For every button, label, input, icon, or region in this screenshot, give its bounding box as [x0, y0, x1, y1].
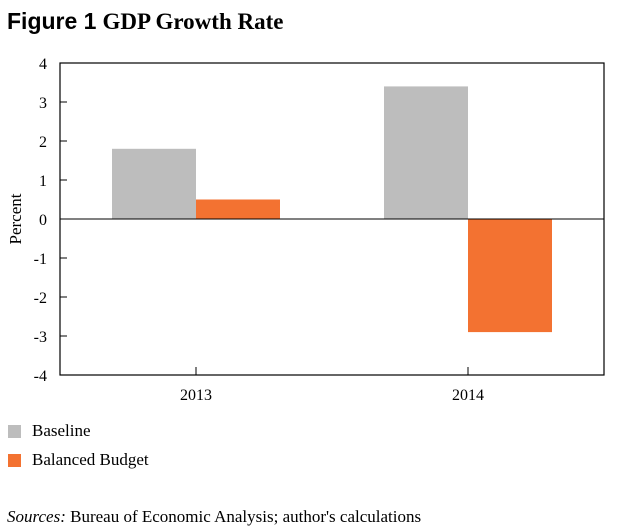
- bar-baseline-2014: [384, 86, 468, 220]
- y-tick-label: -2: [34, 290, 47, 307]
- figure-title: Figure 1 GDP Growth Rate: [7, 8, 283, 35]
- y-tick-label: -1: [34, 251, 47, 268]
- source-text: Bureau of Economic Analysis; author's ca…: [65, 507, 422, 526]
- x-tick-label: 2014: [452, 387, 484, 404]
- y-axis-label: Percent: [6, 193, 25, 244]
- bar-balanced-budget-2013: [196, 199, 280, 219]
- y-tick-label: 3: [39, 95, 47, 112]
- legend-swatch-balanced-budget: [8, 453, 21, 467]
- y-tick-label: 0: [39, 212, 47, 229]
- y-tick-label: -4: [34, 368, 47, 385]
- legend-item-baseline: Baseline: [8, 421, 91, 441]
- chart-title: GDP Growth Rate: [102, 9, 284, 34]
- figure-label: Figure 1: [7, 8, 97, 34]
- y-tick-label: 4: [39, 56, 47, 73]
- x-tick-label: 2013: [180, 387, 212, 404]
- legend-label-baseline: Baseline: [32, 421, 91, 440]
- legend-label-balanced-budget: Balanced Budget: [32, 450, 149, 469]
- y-tick-label: -3: [34, 329, 47, 346]
- bar-chart: 4 3 2 1 0 -1 -2 -3 -4 2013 2014 Percent: [6, 56, 605, 404]
- source-prefix: Sources:: [7, 507, 66, 526]
- y-tick-label: 1: [39, 173, 47, 190]
- legend-swatch-baseline: [8, 424, 21, 438]
- y-tick-label: 2: [39, 134, 47, 151]
- bar-balanced-budget-2014: [468, 219, 552, 333]
- source-note: Sources: Bureau of Economic Analysis; au…: [7, 507, 421, 527]
- legend-item-balanced-budget: Balanced Budget: [8, 450, 149, 470]
- bar-baseline-2013: [112, 148, 196, 219]
